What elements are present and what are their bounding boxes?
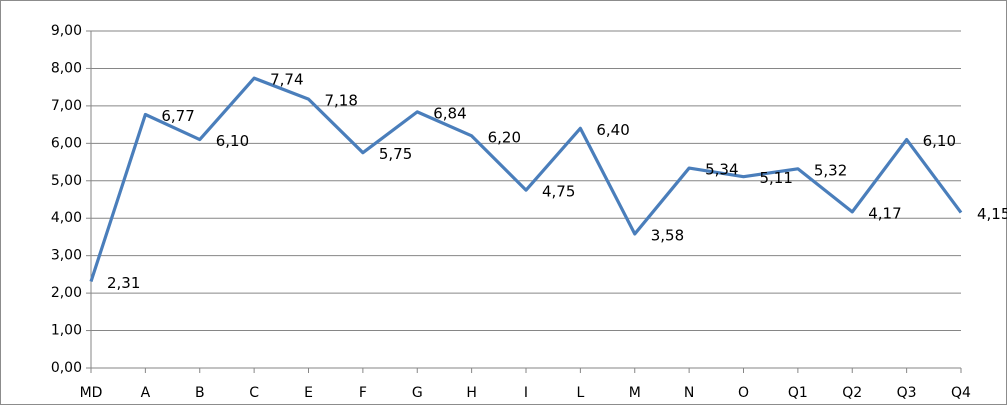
x-tick-label: N: [684, 385, 694, 401]
x-tick-label: B: [195, 385, 205, 401]
y-tick-label: 5,00: [51, 173, 82, 189]
x-tick-label: Q3: [897, 385, 917, 401]
data-label: 5,34: [705, 161, 738, 179]
data-label: 4,17: [868, 204, 901, 222]
x-tick-label: Q4: [951, 385, 971, 401]
y-tick-label: 1,00: [51, 323, 82, 339]
y-tick-label: 0,00: [51, 360, 82, 376]
x-tick-label: C: [249, 385, 259, 401]
data-label: 5,75: [379, 145, 412, 163]
data-label: 7,74: [270, 71, 303, 89]
y-tick-label: 3,00: [51, 248, 82, 264]
x-tick-label: E: [304, 385, 313, 401]
y-tick-label: 4,00: [51, 210, 82, 226]
data-label: 6,84: [433, 104, 466, 122]
y-tick-label: 8,00: [51, 60, 82, 76]
x-tick-label: H: [466, 385, 477, 401]
y-tick-label: 2,00: [51, 285, 82, 301]
x-tick-label: F: [359, 385, 367, 401]
data-label: 3,58: [651, 226, 684, 244]
x-tick-label: M: [629, 385, 641, 401]
line-series: [89, 76, 963, 282]
data-label: 6,77: [161, 107, 194, 125]
x-tick-label: MD: [80, 385, 103, 401]
x-tick-label: G: [412, 385, 423, 401]
data-label: 7,18: [325, 92, 358, 110]
x-tick-label: L: [576, 385, 584, 401]
y-tick-label: 7,00: [51, 98, 82, 114]
x-tick-label: I: [524, 385, 528, 401]
x-tick-label: Q1: [788, 385, 808, 401]
x-tick-label: Q2: [842, 385, 862, 401]
x-tick-label: O: [738, 385, 749, 401]
data-label: 6,10: [923, 132, 956, 150]
data-label: 4,75: [542, 183, 575, 201]
data-label: 6,40: [596, 121, 629, 139]
y-tick-label: 6,00: [51, 135, 82, 151]
data-label: 5,11: [760, 169, 793, 187]
x-tick-label: A: [141, 385, 151, 401]
data-label: 6,20: [488, 128, 521, 146]
data-label: 4,15: [977, 205, 1007, 223]
data-label: 2,31: [107, 274, 140, 292]
y-tick-label: 9,00: [51, 23, 82, 39]
data-label: 6,10: [216, 132, 249, 150]
data-label: 5,32: [814, 161, 847, 179]
